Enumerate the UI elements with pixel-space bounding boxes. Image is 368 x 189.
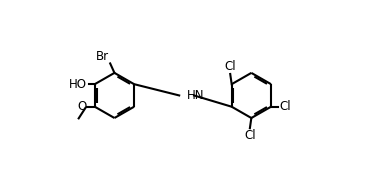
Text: Cl: Cl [224,60,236,73]
Text: O: O [78,100,87,113]
Text: HN: HN [187,89,205,102]
Text: Cl: Cl [244,129,256,142]
Text: Br: Br [96,50,109,63]
Text: HO: HO [69,78,87,91]
Text: Cl: Cl [279,100,291,113]
